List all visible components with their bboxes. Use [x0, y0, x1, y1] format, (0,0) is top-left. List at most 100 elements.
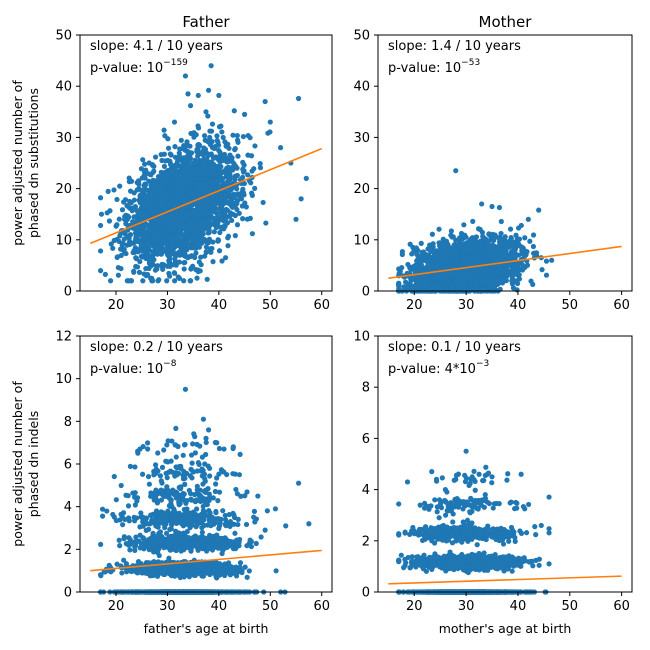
scatter-point — [143, 221, 149, 227]
scatter-point — [165, 145, 172, 151]
scatter-point — [195, 159, 201, 166]
scatter-point — [474, 279, 480, 285]
scatter-point — [295, 95, 302, 102]
scatter-point — [107, 278, 114, 284]
scatter-point — [156, 188, 163, 194]
scatter-point — [424, 282, 430, 288]
scatter-point — [138, 166, 145, 172]
scatter-point — [443, 264, 449, 270]
scatter-point — [137, 258, 143, 265]
x-axis-ticks: 20 30 40 50 60 — [406, 291, 630, 313]
scatter-point — [467, 281, 473, 287]
scatter-point — [182, 213, 189, 219]
scatter-point — [191, 134, 197, 140]
scatter-point — [182, 73, 189, 79]
y-tick-label: 0 — [362, 285, 370, 300]
scatter-point — [181, 278, 187, 284]
y-tick-label: 20 — [55, 182, 72, 197]
scatter-point — [121, 248, 127, 254]
scatter-point — [409, 277, 415, 283]
scatter-point — [110, 245, 116, 251]
scatter-point — [177, 173, 183, 179]
scatter-point — [229, 217, 235, 224]
scatter-point — [170, 225, 176, 231]
scatter-point — [225, 164, 232, 170]
scatter-point — [201, 156, 207, 162]
scatter-point — [399, 251, 405, 258]
scatter-point — [234, 222, 241, 228]
scatter-point — [203, 244, 209, 250]
scatter-point — [466, 261, 473, 267]
y-tick-label: 20 — [353, 182, 370, 197]
scatter-point — [457, 278, 463, 284]
pvalue-exponent: −159 — [163, 58, 188, 68]
scatter-point — [222, 255, 229, 261]
scatter-point — [136, 185, 142, 192]
scatter-point — [97, 222, 104, 229]
scatter-point — [262, 98, 268, 105]
scatter-point — [172, 256, 178, 262]
scatter-point — [431, 282, 437, 288]
scatter-point — [258, 534, 264, 540]
pvalue-base: 10 — [147, 61, 164, 76]
scatter-point — [181, 195, 188, 201]
slope-annotation: slope: 4.1 / 10 years — [90, 39, 223, 54]
scatter-point — [192, 181, 198, 187]
scatter-point — [143, 265, 149, 272]
scatter-point — [158, 169, 164, 175]
scatter-point — [225, 235, 231, 241]
scatter-point — [153, 193, 159, 199]
scatter-point — [136, 179, 142, 185]
scatter-point — [232, 233, 238, 239]
scatter-point — [497, 236, 503, 242]
scatter-point — [203, 163, 209, 169]
scatter-point — [205, 138, 211, 145]
scatter-point — [98, 211, 105, 217]
scatter-point — [244, 216, 250, 222]
scatter-point — [235, 139, 241, 145]
scatter-point — [549, 257, 555, 263]
scatter-point — [448, 228, 454, 234]
scatter-point — [199, 177, 205, 183]
scatter-point — [191, 210, 197, 216]
scatter-point — [193, 250, 199, 256]
scatter-point — [234, 133, 240, 139]
scatter-point — [461, 233, 467, 240]
scatter-point — [511, 272, 517, 278]
scatter-point — [450, 249, 456, 255]
scatter-point — [201, 212, 207, 218]
scatter-point — [175, 274, 181, 280]
scatter-point — [512, 241, 518, 247]
scatter-point — [176, 192, 183, 198]
scatter-point — [240, 216, 246, 222]
scatter-point — [202, 253, 208, 259]
scatter-point — [249, 168, 255, 174]
y-tick-label: 0 — [64, 285, 72, 300]
scatter-point — [465, 274, 471, 280]
scatter-point — [171, 251, 177, 257]
scatter-point — [467, 254, 473, 261]
x-tick-label: 50 — [262, 298, 279, 313]
scatter-point — [226, 190, 232, 196]
scatter-point — [159, 261, 165, 268]
scatter-point — [219, 154, 226, 160]
scatter-point — [232, 203, 238, 209]
scatter-point — [211, 155, 218, 161]
scatter-point — [184, 139, 190, 145]
scatter-point — [134, 236, 141, 242]
scatter-point — [158, 251, 165, 257]
scatter-point — [194, 147, 200, 153]
scatter-point — [241, 192, 247, 198]
scatter-point — [196, 259, 202, 265]
scatter-point — [187, 103, 194, 109]
scatter-point — [140, 157, 146, 163]
scatter-point — [215, 139, 221, 146]
scatter-point — [142, 235, 148, 241]
y-axis-label: power adjusted number ofphased dn substi… — [10, 80, 41, 246]
scatter-point — [133, 256, 140, 262]
scatter-point — [150, 211, 156, 217]
scatter-point — [205, 217, 211, 224]
scatter-point — [408, 283, 414, 289]
scatter-point — [414, 251, 420, 258]
